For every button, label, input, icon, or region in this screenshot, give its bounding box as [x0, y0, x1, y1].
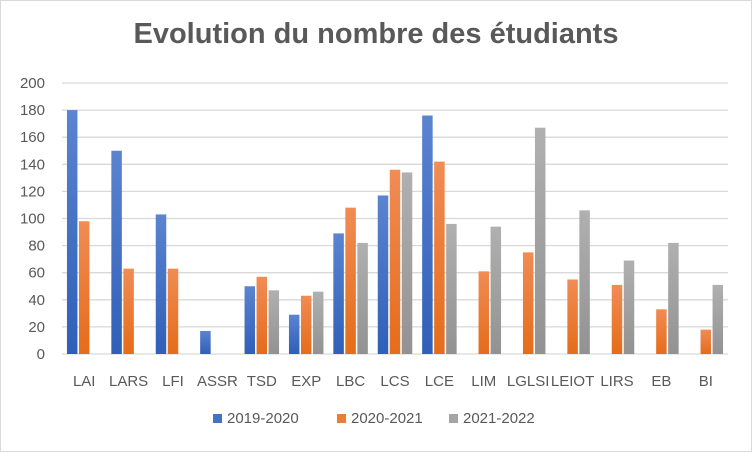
bar-2020-2021-EB — [656, 309, 667, 354]
x-tick-label: LBC — [336, 373, 365, 390]
legend-label: 2020-2021 — [351, 410, 423, 427]
bar-2020-2021-LCS — [389, 169, 401, 354]
x-tick-label: LGLSI — [507, 373, 550, 390]
bar-2020-2021-EXP — [300, 295, 312, 354]
chart-title: Evolution du nombre des étudiants — [133, 18, 619, 50]
bar-2019-2020-LFI — [155, 214, 167, 354]
bar-2020-2021-LAI — [78, 221, 90, 354]
bar-2019-2020-LAI — [66, 110, 78, 354]
bar-2021-2022-LEIOT — [579, 210, 590, 354]
x-tick-label: LFI — [162, 373, 184, 390]
y-tick-label: 40 — [28, 292, 45, 309]
bar-2021-2022-LGLSI — [534, 127, 546, 354]
bar-2021-2022-LIM — [490, 226, 502, 354]
bar-2020-2021-LBC — [345, 207, 356, 354]
legend-swatch-2020-2021 — [337, 414, 346, 423]
bar-2021-2022-LCE — [446, 223, 457, 354]
bar-2021-2022-BI — [712, 284, 724, 354]
legend-label: 2019-2020 — [227, 410, 299, 427]
bar-2021-2022-LBC — [357, 242, 368, 354]
bar-2020-2021-LEIOT — [567, 279, 578, 354]
y-tick-label: 60 — [28, 265, 45, 282]
bar-2020-2021-LIM — [478, 271, 490, 354]
y-tick-label: 80 — [28, 238, 45, 255]
x-tick-label: TSD — [247, 373, 277, 390]
bar-2019-2020-LCE — [422, 115, 433, 355]
x-tick-label: LCS — [380, 373, 409, 390]
bar-2020-2021-LARS — [123, 268, 134, 354]
x-tick-label: LIM — [471, 373, 496, 390]
bar-2021-2022-LCS — [401, 172, 413, 354]
bar-2019-2020-LCS — [377, 195, 389, 354]
bar-2021-2022-TSD — [268, 290, 280, 354]
y-tick-label: 120 — [20, 183, 45, 200]
bar-2020-2021-LIRS — [611, 284, 623, 354]
bar-2020-2021-BI — [700, 329, 712, 354]
x-tick-label: LEIOT — [551, 373, 594, 390]
bar-2019-2020-ASSR — [200, 330, 211, 354]
bar-2020-2021-LGLSI — [522, 252, 534, 354]
bar-2021-2022-LIRS — [623, 260, 635, 354]
y-tick-label: 20 — [28, 319, 45, 336]
y-tick-label: 140 — [20, 156, 45, 173]
bar-2021-2022-EXP — [312, 291, 324, 354]
x-tick-label: LARS — [109, 373, 148, 390]
y-tick-label: 100 — [20, 211, 45, 228]
bar-2019-2020-LBC — [333, 233, 344, 354]
y-tick-label: 160 — [20, 129, 45, 146]
y-tick-label: 200 — [20, 75, 45, 92]
y-tick-label: 180 — [20, 102, 45, 119]
x-tick-label: LAI — [73, 373, 96, 390]
bar-2020-2021-LFI — [167, 268, 179, 354]
legend-label: 2021-2022 — [463, 410, 535, 427]
x-tick-label: BI — [699, 373, 713, 390]
bar-2021-2022-EB — [668, 242, 679, 354]
legend-swatch-2021-2022 — [449, 414, 458, 423]
bar-2019-2020-TSD — [244, 286, 256, 354]
x-tick-label: ASSR — [197, 373, 238, 390]
bar-2019-2020-LARS — [111, 150, 122, 354]
x-tick-label: LIRS — [600, 373, 633, 390]
bar-2019-2020-EXP — [288, 314, 300, 354]
bar-2020-2021-LCE — [434, 161, 445, 354]
x-tick-label: EXP — [291, 373, 321, 390]
legend-swatch-2019-2020 — [213, 414, 222, 423]
y-tick-label: 0 — [37, 346, 45, 363]
bar-2020-2021-TSD — [256, 276, 268, 354]
x-tick-label: LCE — [425, 373, 454, 390]
x-tick-label: EB — [651, 373, 671, 390]
